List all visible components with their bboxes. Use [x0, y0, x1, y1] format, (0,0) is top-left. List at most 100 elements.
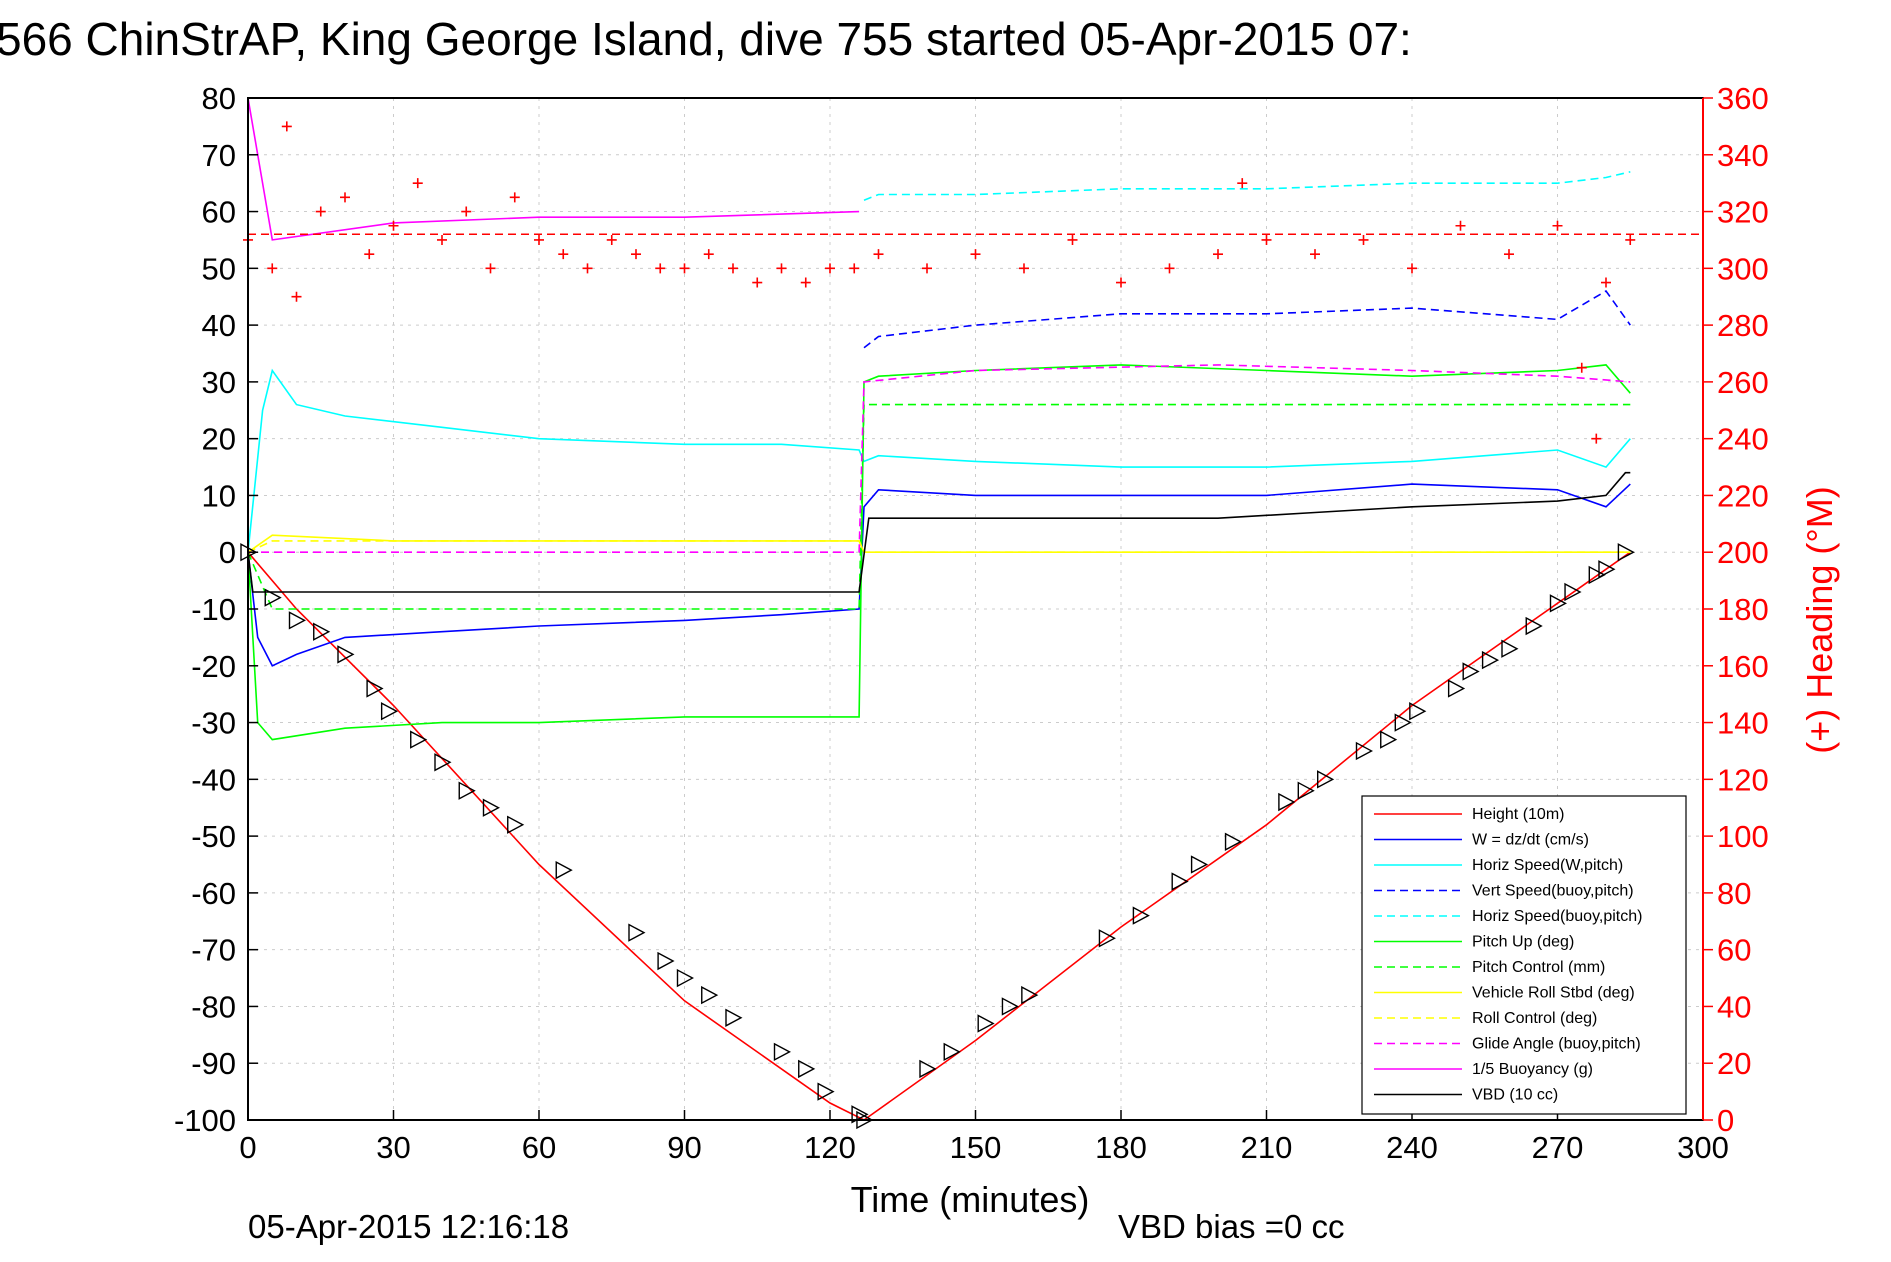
y2-tick-label: 140: [1717, 706, 1769, 741]
heading-point: [291, 291, 302, 302]
glider-marker: [628, 923, 646, 942]
legend-entry: Pitch Control (mm): [1472, 959, 1605, 976]
heading-point: [340, 192, 350, 203]
series-line-11: [247, 471, 1631, 593]
y2-tick-label: 160: [1717, 649, 1769, 684]
heading-point: [534, 234, 544, 245]
heading-point: [1576, 362, 1587, 373]
glider-marker: [410, 730, 428, 749]
y2-tick-label: 280: [1717, 308, 1769, 343]
heading-point: [364, 249, 375, 260]
heading-point: [267, 263, 278, 274]
y2-tick-label: 40: [1717, 989, 1751, 1024]
legend-entry: Roll Control (deg): [1472, 1010, 1597, 1027]
glider-marker: [1525, 616, 1543, 636]
legend-entry: Pitch Up (deg): [1472, 934, 1574, 951]
series-lines: [247, 97, 1631, 1121]
x-tick-label: 150: [950, 1130, 1002, 1165]
vbd-bias-footer: VBD bias =0 cc: [1118, 1208, 1345, 1245]
y-tick-label: 0: [219, 535, 236, 570]
heading-point: [1164, 263, 1175, 274]
heading-point: [631, 249, 641, 260]
heading-point: [655, 263, 666, 274]
glider-marker: [434, 753, 452, 772]
heading-point: [922, 263, 932, 274]
glider-marker: [1190, 855, 1209, 874]
glider-marker: [1564, 582, 1582, 602]
heading-point: [1310, 249, 1320, 260]
x-tick-label: 240: [1386, 1130, 1438, 1165]
heading-point: [1116, 277, 1126, 288]
timestamp-footer: 05-Apr-2015 12:16:18: [248, 1208, 569, 1245]
heading-point: [679, 263, 690, 274]
y2-tick-label: 60: [1717, 933, 1751, 968]
heading-point: [752, 277, 763, 288]
x-tick-label: 90: [667, 1130, 701, 1165]
glider-marker: [1132, 906, 1150, 925]
y2-tick-label: 340: [1717, 138, 1769, 173]
y2-tick-label: 0: [1717, 1103, 1734, 1138]
heading-point: [1625, 234, 1636, 245]
legend-entry: W = dz/dt (cm/s): [1472, 832, 1589, 849]
legend-entry: Height (10m): [1472, 806, 1564, 823]
glider-marker: [725, 1008, 743, 1027]
glider-marker: [1588, 565, 1606, 585]
heading-point: [1504, 249, 1514, 260]
glider-marker: [657, 951, 675, 971]
y2-tick-label: 320: [1717, 195, 1769, 230]
heading-point: [388, 220, 399, 231]
glider-marker: [1598, 560, 1616, 579]
heading-point: [582, 263, 593, 274]
glider-marker: [1501, 639, 1519, 658]
y-tick-label: -80: [191, 989, 236, 1024]
glider-marker: [380, 702, 399, 721]
glider-markers: [240, 543, 1635, 1130]
y2-tick-label: 220: [1717, 478, 1769, 513]
glider-marker: [1462, 662, 1480, 681]
y2-tick-label: 360: [1717, 81, 1769, 116]
heading-point: [873, 249, 884, 260]
y-tick-label: -70: [191, 933, 236, 968]
x-tick-label: 300: [1677, 1130, 1729, 1165]
glider-marker: [288, 611, 306, 630]
y-tick-label: -60: [191, 876, 236, 911]
glider-marker: [919, 1059, 937, 1079]
x-tick-label: 60: [522, 1130, 556, 1165]
y-tick-label: -20: [191, 649, 236, 684]
y2-axis-label: (+) Heading (°M): [1799, 486, 1840, 753]
glider-marker: [1001, 997, 1019, 1016]
legend-entry: Vehicle Roll Stbd (deg): [1472, 985, 1635, 1002]
series-line-3: [863, 289, 1631, 349]
glider-marker: [1278, 792, 1296, 812]
glider-marker: [1317, 770, 1335, 789]
y-tick-label: -100: [174, 1103, 236, 1138]
glider-marker: [507, 815, 525, 834]
glider-marker: [1224, 832, 1243, 851]
heading-point: [606, 234, 617, 245]
heading-point: [703, 249, 714, 260]
glider-marker: [798, 1059, 816, 1079]
y-tick-label: -30: [191, 706, 236, 741]
x-tick-label: 0: [239, 1130, 256, 1165]
heading-point: [1213, 249, 1223, 260]
y-tick-label: -40: [191, 762, 236, 797]
y-tick-label: -50: [191, 819, 236, 854]
heading-point: [1552, 220, 1563, 231]
glider-marker: [1394, 713, 1412, 732]
heading-point: [509, 192, 520, 203]
heading-point: [315, 206, 326, 217]
y2-tick-label: 120: [1717, 762, 1769, 797]
glider-marker: [366, 679, 384, 698]
glider-marker: [817, 1082, 835, 1101]
legend-entry: 1/5 Buoyancy (g): [1472, 1061, 1593, 1078]
y-tick-label: 10: [202, 478, 236, 513]
x-tick-label: 270: [1532, 1130, 1584, 1165]
x-axis-ticks: 0 30 60 90 120 150 180 210 240 270 300: [239, 1110, 1729, 1165]
glider-marker: [1447, 679, 1466, 698]
series-line-9: [248, 364, 1631, 554]
heading-point: [281, 121, 292, 132]
glider-marker: [1617, 543, 1635, 562]
legend: Height (10m) W = dz/dt (cm/s) Horiz Speed(…: [1361, 795, 1687, 1115]
glider-marker: [676, 968, 694, 988]
y2-tick-label: 20: [1717, 1046, 1751, 1081]
